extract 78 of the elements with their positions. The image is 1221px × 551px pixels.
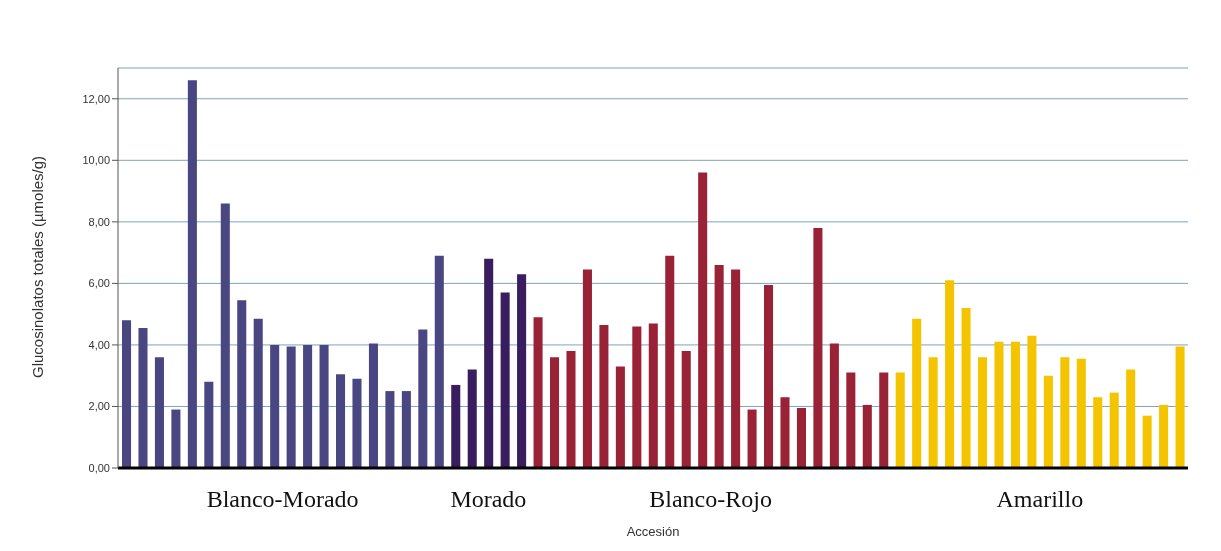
bar: [467, 369, 477, 468]
bar: [879, 372, 889, 468]
bar: [1159, 404, 1169, 468]
bar: [187, 80, 197, 468]
bar: [813, 228, 823, 468]
bar: [500, 292, 510, 468]
y-tick-label: 4,00: [88, 338, 110, 351]
bar: [648, 323, 658, 468]
y-tick-label: 2,00: [88, 400, 110, 413]
bar: [434, 255, 444, 468]
bar: [484, 258, 494, 468]
bar: [978, 357, 988, 468]
bar: [846, 372, 856, 468]
y-tick-label: 10,00: [82, 154, 110, 167]
y-axis-title: Glucosinolatos totales (µmoles/g): [29, 155, 47, 378]
bar: [270, 344, 280, 468]
bar: [303, 344, 313, 468]
bar: [204, 381, 214, 468]
bar: [1109, 392, 1119, 468]
bar: [352, 378, 362, 468]
bar: [401, 391, 411, 468]
bar: [1010, 341, 1020, 468]
y-tick-label: 0,00: [88, 461, 110, 474]
bar: [665, 255, 675, 468]
bar: [220, 203, 230, 468]
bar: [368, 343, 378, 468]
bar: [1027, 335, 1037, 468]
bar: [122, 320, 132, 468]
bar: [681, 351, 691, 468]
bar: [237, 300, 247, 468]
bar: [1175, 346, 1185, 468]
bar: [632, 326, 642, 468]
bar: [961, 308, 971, 468]
bar: [550, 357, 560, 468]
bar: [945, 280, 955, 468]
bar: [171, 409, 181, 468]
series-label: Morado: [450, 486, 527, 513]
bar: [154, 357, 164, 468]
bar: [566, 351, 576, 468]
bar: [1043, 375, 1053, 468]
series-label: Blanco-Morado: [206, 486, 359, 513]
bar: [1060, 357, 1070, 468]
bar: [747, 409, 757, 468]
y-tick-label: 12,00: [82, 92, 110, 105]
bar: [829, 343, 839, 468]
bar: [451, 384, 461, 468]
bar: [582, 269, 592, 468]
bar: [764, 284, 774, 468]
x-axis-title: Accesión: [626, 524, 680, 539]
bar: [780, 397, 790, 468]
bar: [1142, 415, 1152, 468]
bar: [1126, 369, 1136, 468]
bar: [615, 366, 625, 468]
bar: [698, 172, 708, 468]
bar: [319, 344, 329, 468]
bar: [895, 372, 905, 468]
bar: [1076, 358, 1086, 468]
bar: [731, 269, 741, 468]
bar: [928, 357, 938, 468]
bar: [994, 341, 1004, 468]
bar: [336, 374, 346, 468]
bar: [599, 324, 609, 468]
bar: [714, 264, 724, 468]
y-tick-label: 6,00: [88, 277, 110, 290]
bar: [912, 318, 922, 468]
bar: [796, 408, 806, 468]
bar: [533, 317, 543, 468]
series-label: Blanco-Rojo: [649, 486, 772, 513]
y-tick-label: 8,00: [88, 215, 110, 228]
bar: [138, 328, 148, 468]
bar: [862, 404, 872, 468]
series-label: Amarillo: [996, 486, 1084, 513]
bar: [253, 318, 263, 468]
bar: [517, 274, 527, 468]
bar: [418, 329, 428, 468]
bar: [1093, 397, 1103, 468]
bar: [385, 391, 395, 468]
bar: [286, 346, 296, 468]
